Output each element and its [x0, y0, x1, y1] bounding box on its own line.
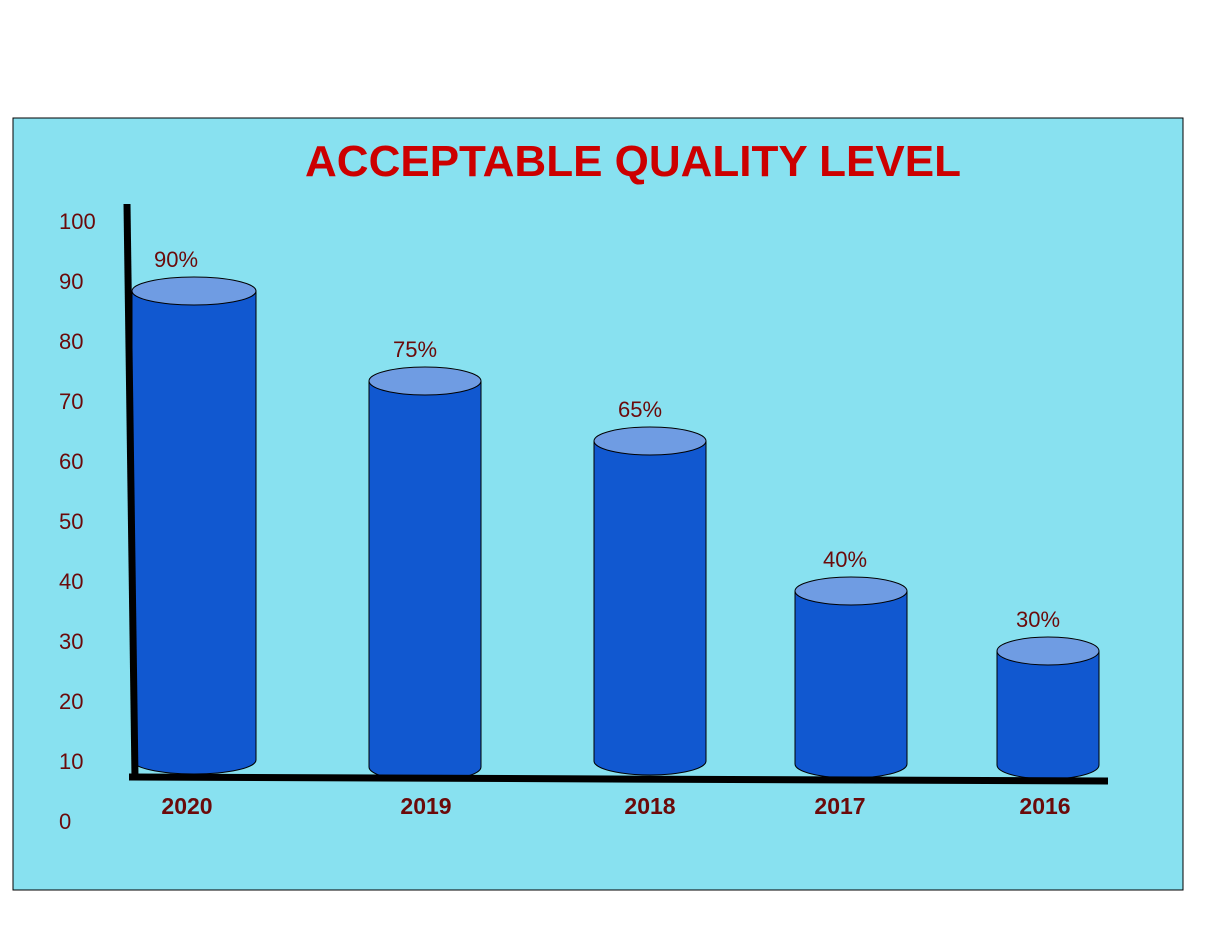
bars: 90% 75% 65% 40% 30% [131, 247, 1100, 782]
bar-2018: 65% [593, 397, 707, 776]
y-tick-label: 100 [59, 209, 96, 234]
data-label: 75% [393, 337, 437, 362]
y-axis-line [123, 203, 139, 779]
x-tick-label: 2020 [161, 793, 212, 819]
y-tick-label: 0 [59, 809, 71, 834]
y-tick-label: 70 [59, 389, 83, 414]
x-tick-label: 2019 [400, 793, 451, 819]
data-label: 30% [1016, 607, 1060, 632]
data-label: 40% [823, 547, 867, 572]
data-label: 90% [154, 247, 198, 272]
y-tick-label: 10 [59, 749, 83, 774]
bar-top [593, 426, 707, 456]
y-tick-label: 60 [59, 449, 83, 474]
bar-body [795, 591, 907, 764]
bar-2019: 75% [368, 337, 482, 782]
x-tick-label: 2016 [1019, 793, 1070, 819]
bar-top [131, 276, 257, 306]
bar-body [997, 651, 1099, 765]
data-label: 65% [618, 397, 662, 422]
y-tick-label: 20 [59, 689, 83, 714]
bar-top [996, 636, 1100, 666]
bar-top [794, 576, 908, 606]
x-axis-line [128, 773, 1109, 785]
bar-body [369, 381, 481, 767]
y-axis-ticks: 0 10 20 30 40 50 60 70 80 90 100 [59, 209, 96, 834]
y-tick-label: 50 [59, 509, 83, 534]
x-tick-label: 2018 [624, 793, 675, 819]
x-tick-label: 2017 [814, 793, 865, 819]
bar-body [594, 441, 706, 761]
bar-body [132, 291, 256, 760]
x-axis-labels: 2020 2019 2018 2017 2016 [161, 793, 1070, 819]
y-tick-label: 30 [59, 629, 83, 654]
bar-2016: 30% [996, 607, 1100, 780]
bar-2017: 40% [794, 547, 908, 779]
axes [123, 203, 1109, 785]
chart-title: ACCEPTABLE QUALITY LEVEL [305, 137, 961, 186]
bar-top [368, 366, 482, 396]
y-tick-label: 90 [59, 269, 83, 294]
bar-2020: 90% [131, 247, 257, 775]
y-tick-label: 80 [59, 329, 83, 354]
y-tick-label: 40 [59, 569, 83, 594]
